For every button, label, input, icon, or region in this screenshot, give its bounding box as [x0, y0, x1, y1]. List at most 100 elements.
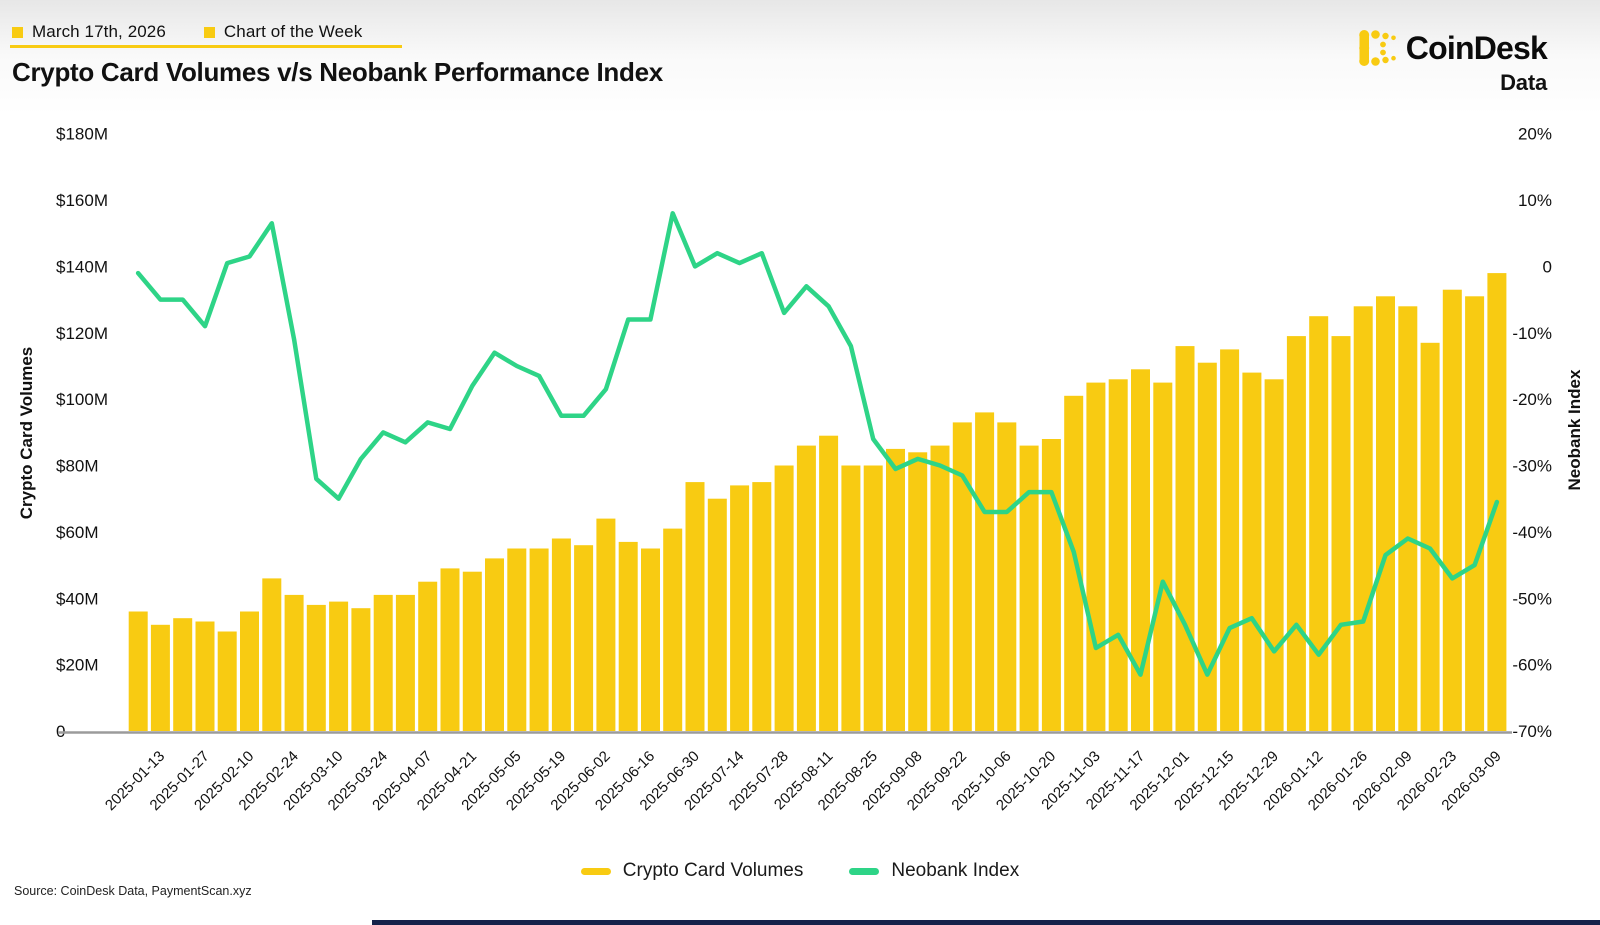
bar: [329, 601, 349, 731]
svg-text:-50%: -50%: [1512, 589, 1552, 608]
line-series-swatch: [849, 867, 880, 875]
date-label: March 17th, 2026: [32, 22, 166, 41]
right-axis-tick-labels: 20% 10% 0 -10% -20% -30% -40% -50% -60% -70%: [1512, 125, 1552, 741]
bar: [908, 452, 928, 731]
yellow-square-icon: [203, 26, 215, 38]
bar: [930, 445, 950, 731]
left-axis-tick-labels: $180M $160M $140M $120M $100M $80M $60M $40M $20…: [56, 125, 108, 741]
svg-text:0: 0: [1543, 257, 1552, 276]
bar: [1197, 362, 1217, 731]
chart-area: $180M $160M $140M $120M $100M $80M $60M $40M $20…: [17, 125, 1584, 814]
bar: [373, 594, 393, 731]
bar: [841, 465, 861, 731]
bar-series-crypto-card-volumes: [128, 273, 1507, 731]
bar: [1242, 372, 1262, 731]
logo-product-text: Data: [1500, 70, 1547, 95]
chart-legend: Crypto Card Volumes Neobank Index: [0, 860, 1600, 882]
bar: [886, 448, 905, 731]
svg-text:$40M: $40M: [56, 589, 99, 608]
bar: [1286, 336, 1306, 731]
bar: [240, 611, 259, 731]
legend-label: Neobank Index: [891, 860, 1020, 881]
bar: [1220, 349, 1240, 731]
legend-item-neobank-index: Neobank Index: [849, 860, 1019, 882]
bar: [1331, 336, 1351, 731]
bar: [1264, 379, 1284, 731]
bar: [529, 548, 549, 731]
bar: [1153, 382, 1173, 731]
bar: [596, 518, 616, 731]
source-note: Source: CoinDesk Data, PaymentScan.xyz: [14, 884, 252, 898]
bar: [1108, 379, 1128, 731]
bar: [796, 445, 816, 731]
bar: [752, 482, 772, 731]
bar: [574, 545, 594, 731]
svg-text:$80M: $80M: [56, 457, 99, 476]
bar: [1376, 296, 1395, 731]
svg-text:$120M: $120M: [56, 324, 108, 343]
coindesk-logo: CoinDesk Data: [1358, 28, 1548, 96]
bar: [975, 412, 995, 731]
legend-item-crypto-card-volumes: Crypto Card Volumes: [580, 860, 804, 882]
bar: [774, 465, 794, 731]
page-title: Crypto Card Volumes v/s Neobank Performa…: [12, 57, 663, 87]
bar: [128, 611, 148, 731]
bar: [707, 498, 727, 731]
svg-text:10%: 10%: [1518, 191, 1552, 210]
svg-text:-60%: -60%: [1512, 656, 1552, 675]
bar: [997, 422, 1017, 731]
svg-text:-30%: -30%: [1512, 457, 1552, 476]
bar: [507, 548, 527, 731]
header-badges: March 17th, 2026 Chart of the Week: [12, 22, 362, 42]
badge-underline: [10, 45, 402, 48]
bar: [485, 558, 504, 731]
line-series-neobank-index: [135, 211, 1500, 677]
svg-text:-40%: -40%: [1512, 523, 1552, 542]
bar: [262, 578, 282, 731]
bar-series-swatch: [580, 867, 611, 875]
bar: [730, 485, 750, 731]
bar: [1131, 369, 1150, 731]
legend-label: Crypto Card Volumes: [622, 860, 804, 881]
bar: [1398, 306, 1418, 731]
bar: [1019, 445, 1039, 731]
bar: [1309, 316, 1329, 731]
bar: [462, 571, 482, 731]
bar: [1175, 346, 1195, 731]
bar: [952, 422, 972, 731]
right-axis-title: Neobank Index: [1565, 369, 1584, 490]
badge-label: Chart of the Week: [223, 22, 363, 41]
svg-text:-20%: -20%: [1512, 390, 1552, 409]
bar: [150, 624, 170, 731]
svg-text:$60M: $60M: [56, 523, 99, 542]
chart-of-the-week-badge: Chart of the Week: [203, 22, 363, 42]
bar: [395, 594, 415, 731]
coindesk-dots-icon: [1358, 30, 1396, 66]
svg-text:-70%: -70%: [1512, 722, 1552, 741]
bottom-border-bar: [372, 920, 1600, 925]
bar: [195, 621, 215, 731]
bar: [440, 568, 460, 731]
svg-text:-10%: -10%: [1512, 324, 1552, 343]
bar: [284, 594, 304, 731]
bar: [1353, 306, 1373, 731]
bar: [618, 541, 638, 731]
x-axis-tick-labels: 2025-01-132025-01-272025-02-102025-02-24…: [102, 748, 1505, 814]
svg-text:$20M: $20M: [56, 656, 99, 675]
bar: [685, 482, 705, 731]
svg-text:$160M: $160M: [56, 191, 108, 210]
bar: [551, 538, 571, 731]
bar: [1442, 289, 1462, 731]
svg-text:20%: 20%: [1518, 125, 1552, 144]
svg-text:$180M: $180M: [56, 125, 108, 144]
bar: [1041, 439, 1061, 731]
bar: [217, 631, 237, 731]
date-badge: March 17th, 2026: [12, 22, 166, 42]
bar: [1420, 342, 1440, 731]
left-axis-title: Crypto Card Volumes: [17, 347, 36, 520]
bar: [306, 604, 326, 731]
bar: [418, 581, 438, 731]
bar: [1465, 296, 1485, 731]
bar: [1086, 382, 1106, 731]
yellow-square-icon: [12, 26, 23, 38]
